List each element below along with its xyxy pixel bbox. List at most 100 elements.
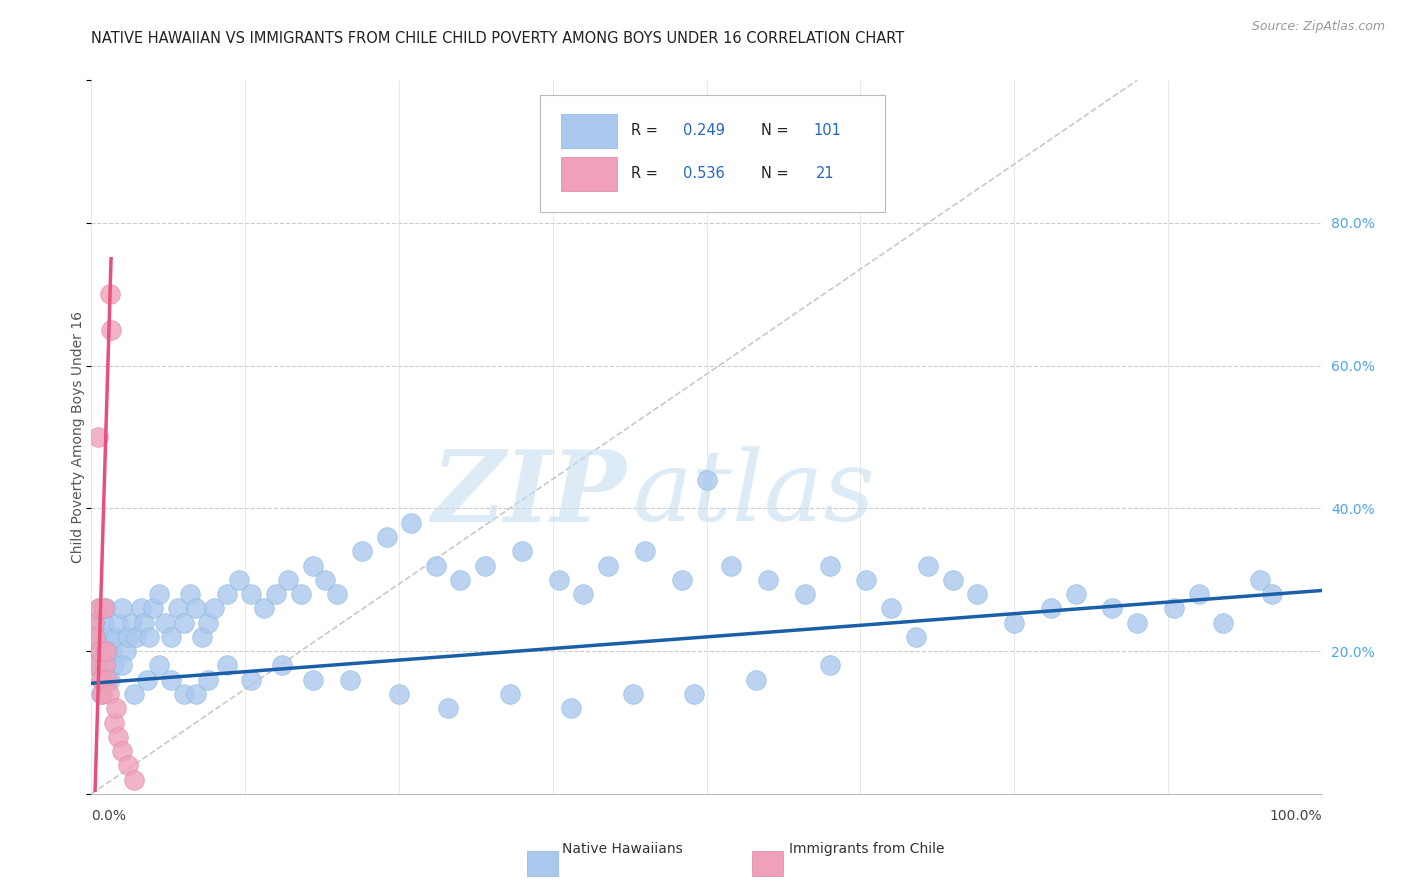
- Point: [228, 573, 250, 587]
- FancyBboxPatch shape: [540, 95, 884, 212]
- Point: [134, 615, 156, 630]
- Point: [160, 630, 183, 644]
- Point: [89, 644, 111, 658]
- Point: [111, 658, 134, 673]
- Point: [271, 658, 294, 673]
- Point: [818, 558, 841, 573]
- Point: [93, 601, 115, 615]
- Point: [129, 601, 152, 615]
- Point: [124, 630, 146, 644]
- Point: [197, 673, 219, 687]
- Point: [90, 658, 112, 673]
- Point: [91, 673, 114, 687]
- Point: [917, 558, 939, 573]
- Text: 0.249: 0.249: [683, 123, 725, 138]
- Point: [84, 630, 107, 644]
- Point: [94, 658, 117, 673]
- Point: [83, 615, 105, 630]
- Point: [121, 615, 143, 630]
- Bar: [561, 157, 617, 191]
- Point: [96, 601, 117, 615]
- Point: [114, 644, 138, 658]
- Point: [142, 601, 165, 615]
- Text: Source: ZipAtlas.com: Source: ZipAtlas.com: [1251, 20, 1385, 33]
- Point: [153, 615, 177, 630]
- Point: [388, 687, 411, 701]
- Point: [941, 573, 963, 587]
- Point: [1126, 615, 1149, 630]
- Point: [253, 601, 276, 615]
- Point: [855, 573, 877, 587]
- Point: [399, 516, 422, 530]
- Text: R =: R =: [631, 123, 664, 138]
- Text: N =: N =: [761, 166, 793, 181]
- Point: [111, 601, 134, 615]
- Point: [107, 730, 129, 744]
- Point: [745, 673, 768, 687]
- Point: [124, 687, 146, 701]
- Point: [103, 715, 125, 730]
- Point: [86, 658, 108, 673]
- Point: [100, 323, 122, 337]
- Point: [277, 573, 299, 587]
- Point: [173, 687, 195, 701]
- Text: 101: 101: [814, 123, 841, 138]
- Point: [173, 615, 195, 630]
- Point: [89, 644, 111, 658]
- Point: [818, 658, 841, 673]
- Point: [83, 644, 105, 658]
- Point: [793, 587, 815, 601]
- Point: [1249, 573, 1271, 587]
- Point: [264, 587, 287, 601]
- Point: [301, 673, 323, 687]
- Point: [87, 601, 110, 615]
- Point: [1163, 601, 1185, 615]
- Point: [148, 587, 170, 601]
- Point: [498, 687, 520, 701]
- Text: 0.0%: 0.0%: [91, 809, 127, 823]
- Text: 0.536: 0.536: [683, 166, 725, 181]
- Point: [90, 687, 112, 701]
- Text: atlas: atlas: [633, 447, 876, 541]
- Point: [1187, 587, 1209, 601]
- Point: [82, 658, 104, 673]
- Point: [215, 587, 238, 601]
- Point: [634, 544, 657, 558]
- Text: NATIVE HAWAIIAN VS IMMIGRANTS FROM CHILE CHILD POVERTY AMONG BOYS UNDER 16 CORRE: NATIVE HAWAIIAN VS IMMIGRANTS FROM CHILE…: [91, 31, 904, 46]
- Point: [510, 544, 533, 558]
- Point: [107, 615, 129, 630]
- Point: [97, 630, 120, 644]
- Point: [179, 587, 201, 601]
- Point: [240, 587, 263, 601]
- Point: [560, 701, 582, 715]
- Text: 100.0%: 100.0%: [1270, 809, 1322, 823]
- Point: [301, 558, 323, 573]
- Point: [84, 630, 107, 644]
- Text: R =: R =: [631, 166, 664, 181]
- Point: [671, 573, 693, 587]
- Point: [87, 601, 110, 615]
- Point: [96, 673, 118, 687]
- Point: [1261, 587, 1284, 601]
- Point: [240, 673, 263, 687]
- Point: [314, 573, 336, 587]
- Point: [96, 644, 117, 658]
- Point: [621, 687, 644, 701]
- Point: [86, 630, 108, 644]
- Point: [191, 630, 214, 644]
- Point: [880, 601, 903, 615]
- Point: [1064, 587, 1087, 601]
- Point: [202, 601, 225, 615]
- Text: N =: N =: [761, 123, 793, 138]
- Point: [326, 587, 349, 601]
- Point: [160, 673, 183, 687]
- Point: [148, 658, 170, 673]
- Text: Immigrants from Chile: Immigrants from Chile: [789, 842, 945, 856]
- Point: [425, 558, 447, 573]
- Point: [124, 772, 146, 787]
- Point: [683, 687, 706, 701]
- Point: [166, 601, 188, 615]
- Point: [138, 630, 160, 644]
- Point: [596, 558, 619, 573]
- Point: [352, 544, 374, 558]
